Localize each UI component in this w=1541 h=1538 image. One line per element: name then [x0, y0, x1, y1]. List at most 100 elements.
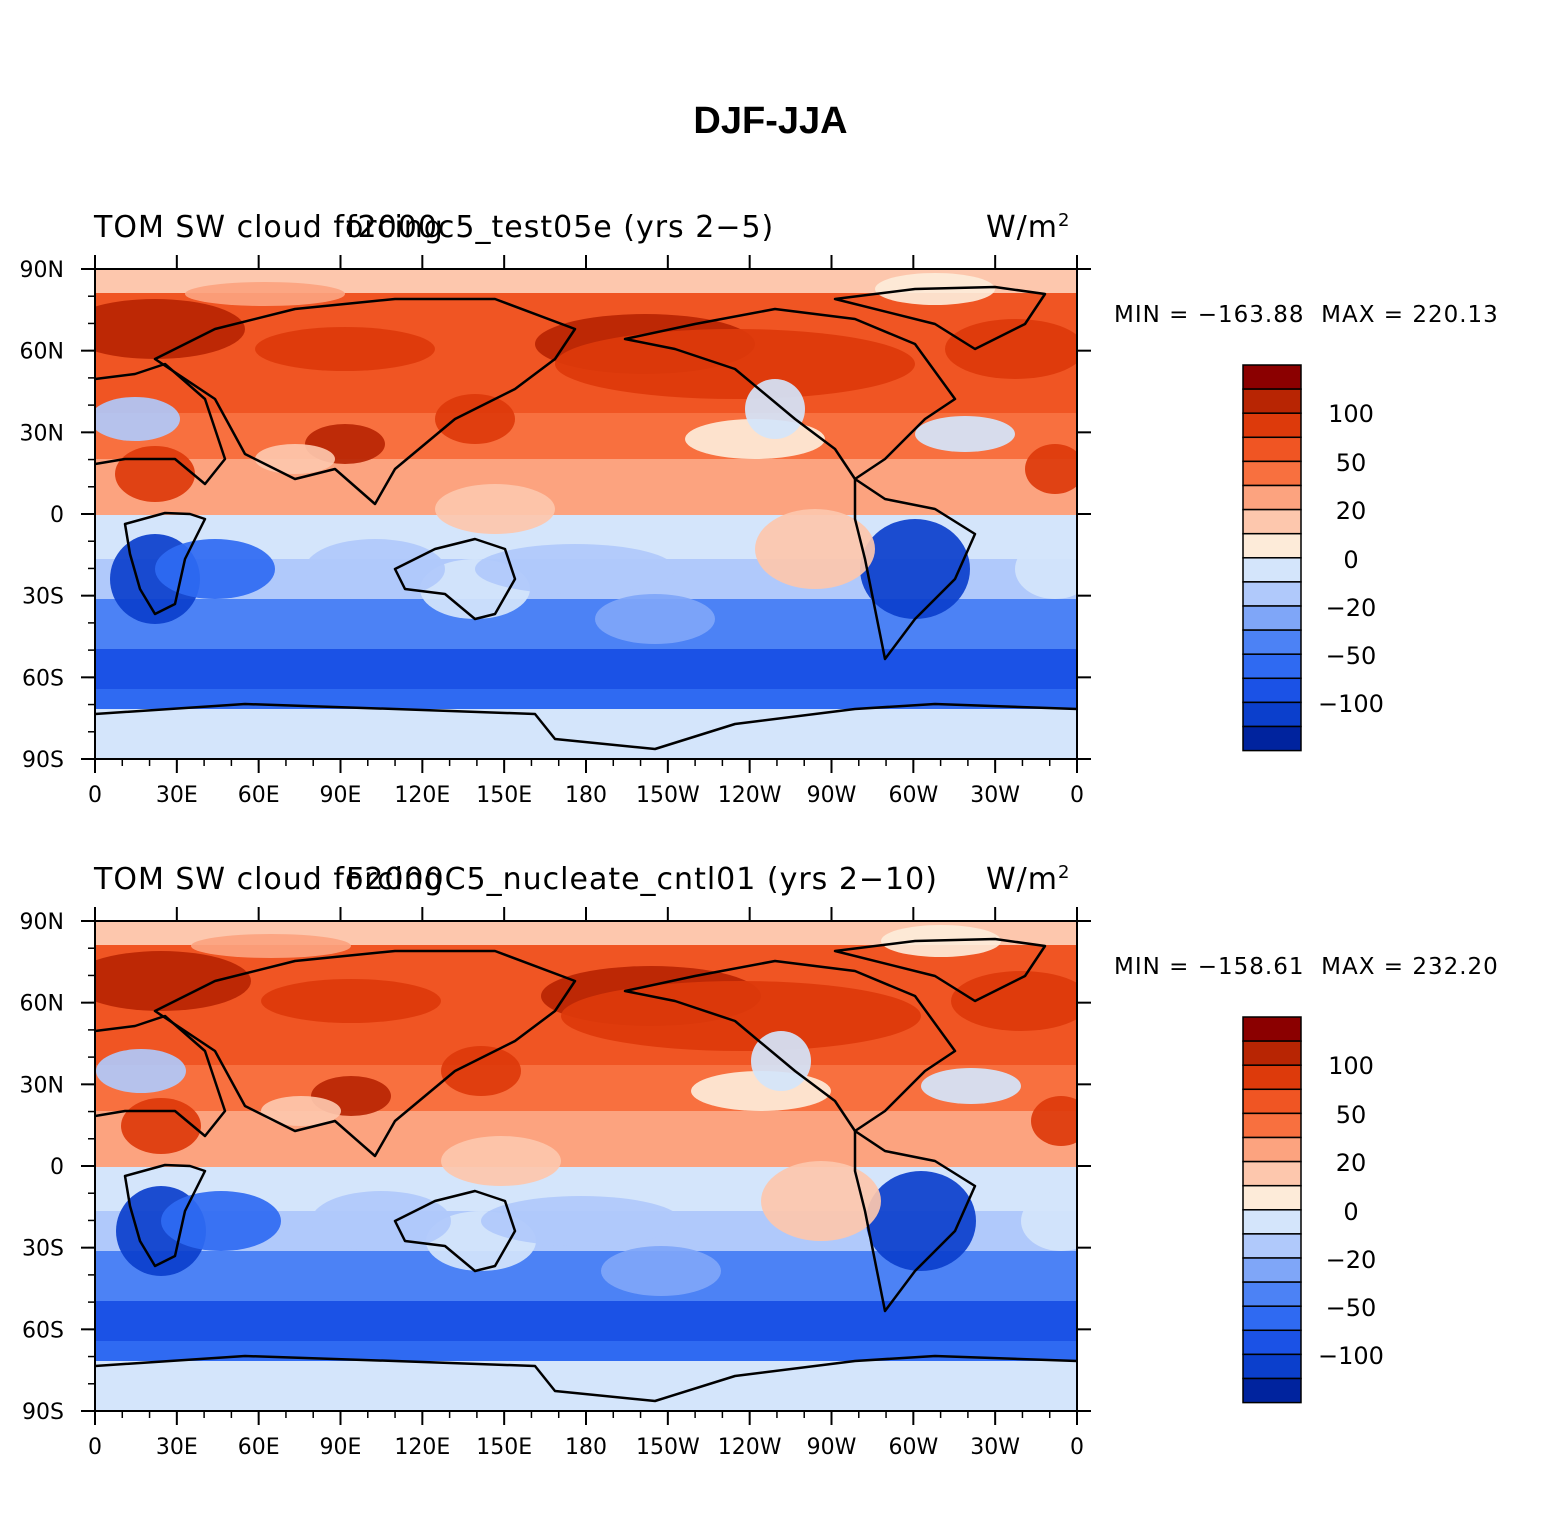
- coastline: [853, 1129, 977, 1313]
- contour-blob: [255, 444, 335, 474]
- colorbar-box: [1242, 1233, 1302, 1259]
- colorbar-label: −20: [1326, 594, 1377, 622]
- colorbar-label: −50: [1326, 1294, 1377, 1322]
- contour-blob: [311, 1191, 451, 1251]
- min-max-label: MIN = −158.61 MAX = 232.20: [1114, 954, 1499, 980]
- contour-blob: [96, 1049, 186, 1093]
- coastline: [95, 702, 1077, 751]
- contour-band: [95, 1361, 1077, 1411]
- contour-blob: [951, 971, 1077, 1031]
- contour-blob: [921, 1068, 1021, 1104]
- coastline: [153, 949, 577, 1158]
- contour-blob: [1031, 1096, 1077, 1146]
- contour-blob: [866, 1171, 976, 1271]
- colorbar-box: [1242, 532, 1302, 559]
- contour-blob: [261, 979, 441, 1023]
- colorbar-box: [1242, 1329, 1302, 1356]
- colorbar-box: [1242, 1160, 1302, 1187]
- map-panel-top: TOM SW cloud forcing f2000c5_test05e (yr…: [0, 210, 1541, 862]
- coastline: [123, 511, 207, 616]
- contour-blob: [1025, 444, 1077, 494]
- coastline: [833, 937, 1047, 1003]
- lon-label: 120E: [394, 783, 450, 808]
- lon-label: 0: [88, 1435, 102, 1460]
- lon-label: 60E: [238, 1435, 280, 1460]
- contour-blob: [305, 539, 445, 599]
- coastline: [393, 1189, 517, 1273]
- contour-blob: [185, 282, 345, 306]
- colorbar-box: [1242, 629, 1302, 655]
- panel-left-title: TOM SW cloud forcing: [94, 862, 444, 897]
- lon-label: 0: [1070, 1435, 1084, 1460]
- contour-fill: [95, 269, 1077, 759]
- lat-label: 90N: [20, 258, 64, 283]
- contour-blob: [435, 394, 515, 444]
- lat-label: 60N: [20, 340, 64, 365]
- contour-map: 90N 60N 30N 0 30S 60S 90S 0 30E 60E 90E 120E 150E 180…: [20, 907, 1384, 1460]
- panel-units: W/m2: [986, 210, 1071, 245]
- colorbar-label: −50: [1326, 642, 1377, 670]
- panel-center-title: f2000c5_test05e (yrs 2−5): [346, 210, 775, 245]
- colorbar-box: [1242, 1209, 1302, 1235]
- lon-label: 0: [88, 783, 102, 808]
- lat-label: 0: [50, 503, 64, 528]
- colorbar-label: 50: [1336, 449, 1367, 477]
- contour-blob: [945, 319, 1077, 379]
- lon-label: 30W: [970, 1435, 1020, 1460]
- lon-label: 60W: [888, 1435, 938, 1460]
- coastline: [393, 537, 517, 621]
- panel-center-title: F2000C5_nucleate_cntl01 (yrs 2−10): [346, 862, 938, 897]
- contour-map: 90N 60N 30N 0 30S 60S 90S 0 30E 60E 90E 120E 150E 180…: [20, 255, 1384, 808]
- colorbar-box: [1242, 1064, 1302, 1091]
- contour-blob: [191, 934, 351, 958]
- coastline: [623, 307, 957, 481]
- contour-band: [95, 1065, 1077, 1111]
- contour-blob: [155, 539, 275, 599]
- colorbar-box: [1242, 508, 1302, 535]
- colorbar-box: [1242, 725, 1302, 752]
- lon-label: 150E: [476, 1435, 532, 1460]
- contour-blob: [860, 519, 970, 619]
- map-panel-bottom: TOM SW cloud forcing F2000C5_nucleate_cn…: [0, 862, 1541, 1514]
- colorbar: 100 50 20 0 −20 −50 −100: [1242, 1016, 1384, 1404]
- contour-blob: [1015, 539, 1077, 599]
- lat-label: 30S: [22, 1237, 64, 1262]
- contour-blob: [561, 981, 921, 1051]
- coastline: [153, 297, 577, 506]
- lat-label: 60S: [22, 1318, 64, 1343]
- contour-blob: [915, 416, 1015, 452]
- lon-label: 30E: [156, 783, 198, 808]
- coastline: [95, 1014, 227, 1138]
- lon-label: 60E: [238, 783, 280, 808]
- colorbar-box: [1242, 1184, 1302, 1211]
- contour-blob: [95, 951, 251, 1011]
- lon-label: 90E: [320, 1435, 362, 1460]
- contour-blob: [601, 1246, 721, 1296]
- contour-blob: [555, 329, 915, 399]
- contour-fill: [95, 921, 1077, 1411]
- colorbar-box: [1242, 1088, 1302, 1115]
- lon-label: 0: [1070, 783, 1084, 808]
- coastline: [95, 1354, 1077, 1403]
- colorbar-box: [1242, 1136, 1302, 1163]
- colorbar: 100 50 20 0 −20 −50 −100: [1242, 364, 1384, 752]
- lat-label: 0: [50, 1155, 64, 1180]
- lat-label: 90N: [20, 910, 64, 935]
- colorbar-box: [1242, 436, 1302, 463]
- colorbar-label: 100: [1328, 1052, 1374, 1080]
- figure-title: DJF-JJA: [693, 100, 848, 142]
- lon-label: 120E: [394, 1435, 450, 1460]
- colorbar-box: [1242, 701, 1302, 728]
- contour-blob: [441, 1136, 561, 1186]
- colorbar-box: [1242, 1257, 1302, 1283]
- contour-band: [95, 1341, 1077, 1361]
- contour-blob: [255, 327, 435, 371]
- lon-label: 150W: [636, 783, 700, 808]
- lon-label: 180: [565, 1435, 607, 1460]
- lon-label: 60W: [888, 783, 938, 808]
- contour-blob: [441, 1046, 521, 1096]
- panel-units: W/m2: [986, 862, 1071, 897]
- coastline: [123, 1163, 207, 1268]
- colorbar-box: [1242, 605, 1302, 631]
- coastline-group: [95, 937, 1077, 1403]
